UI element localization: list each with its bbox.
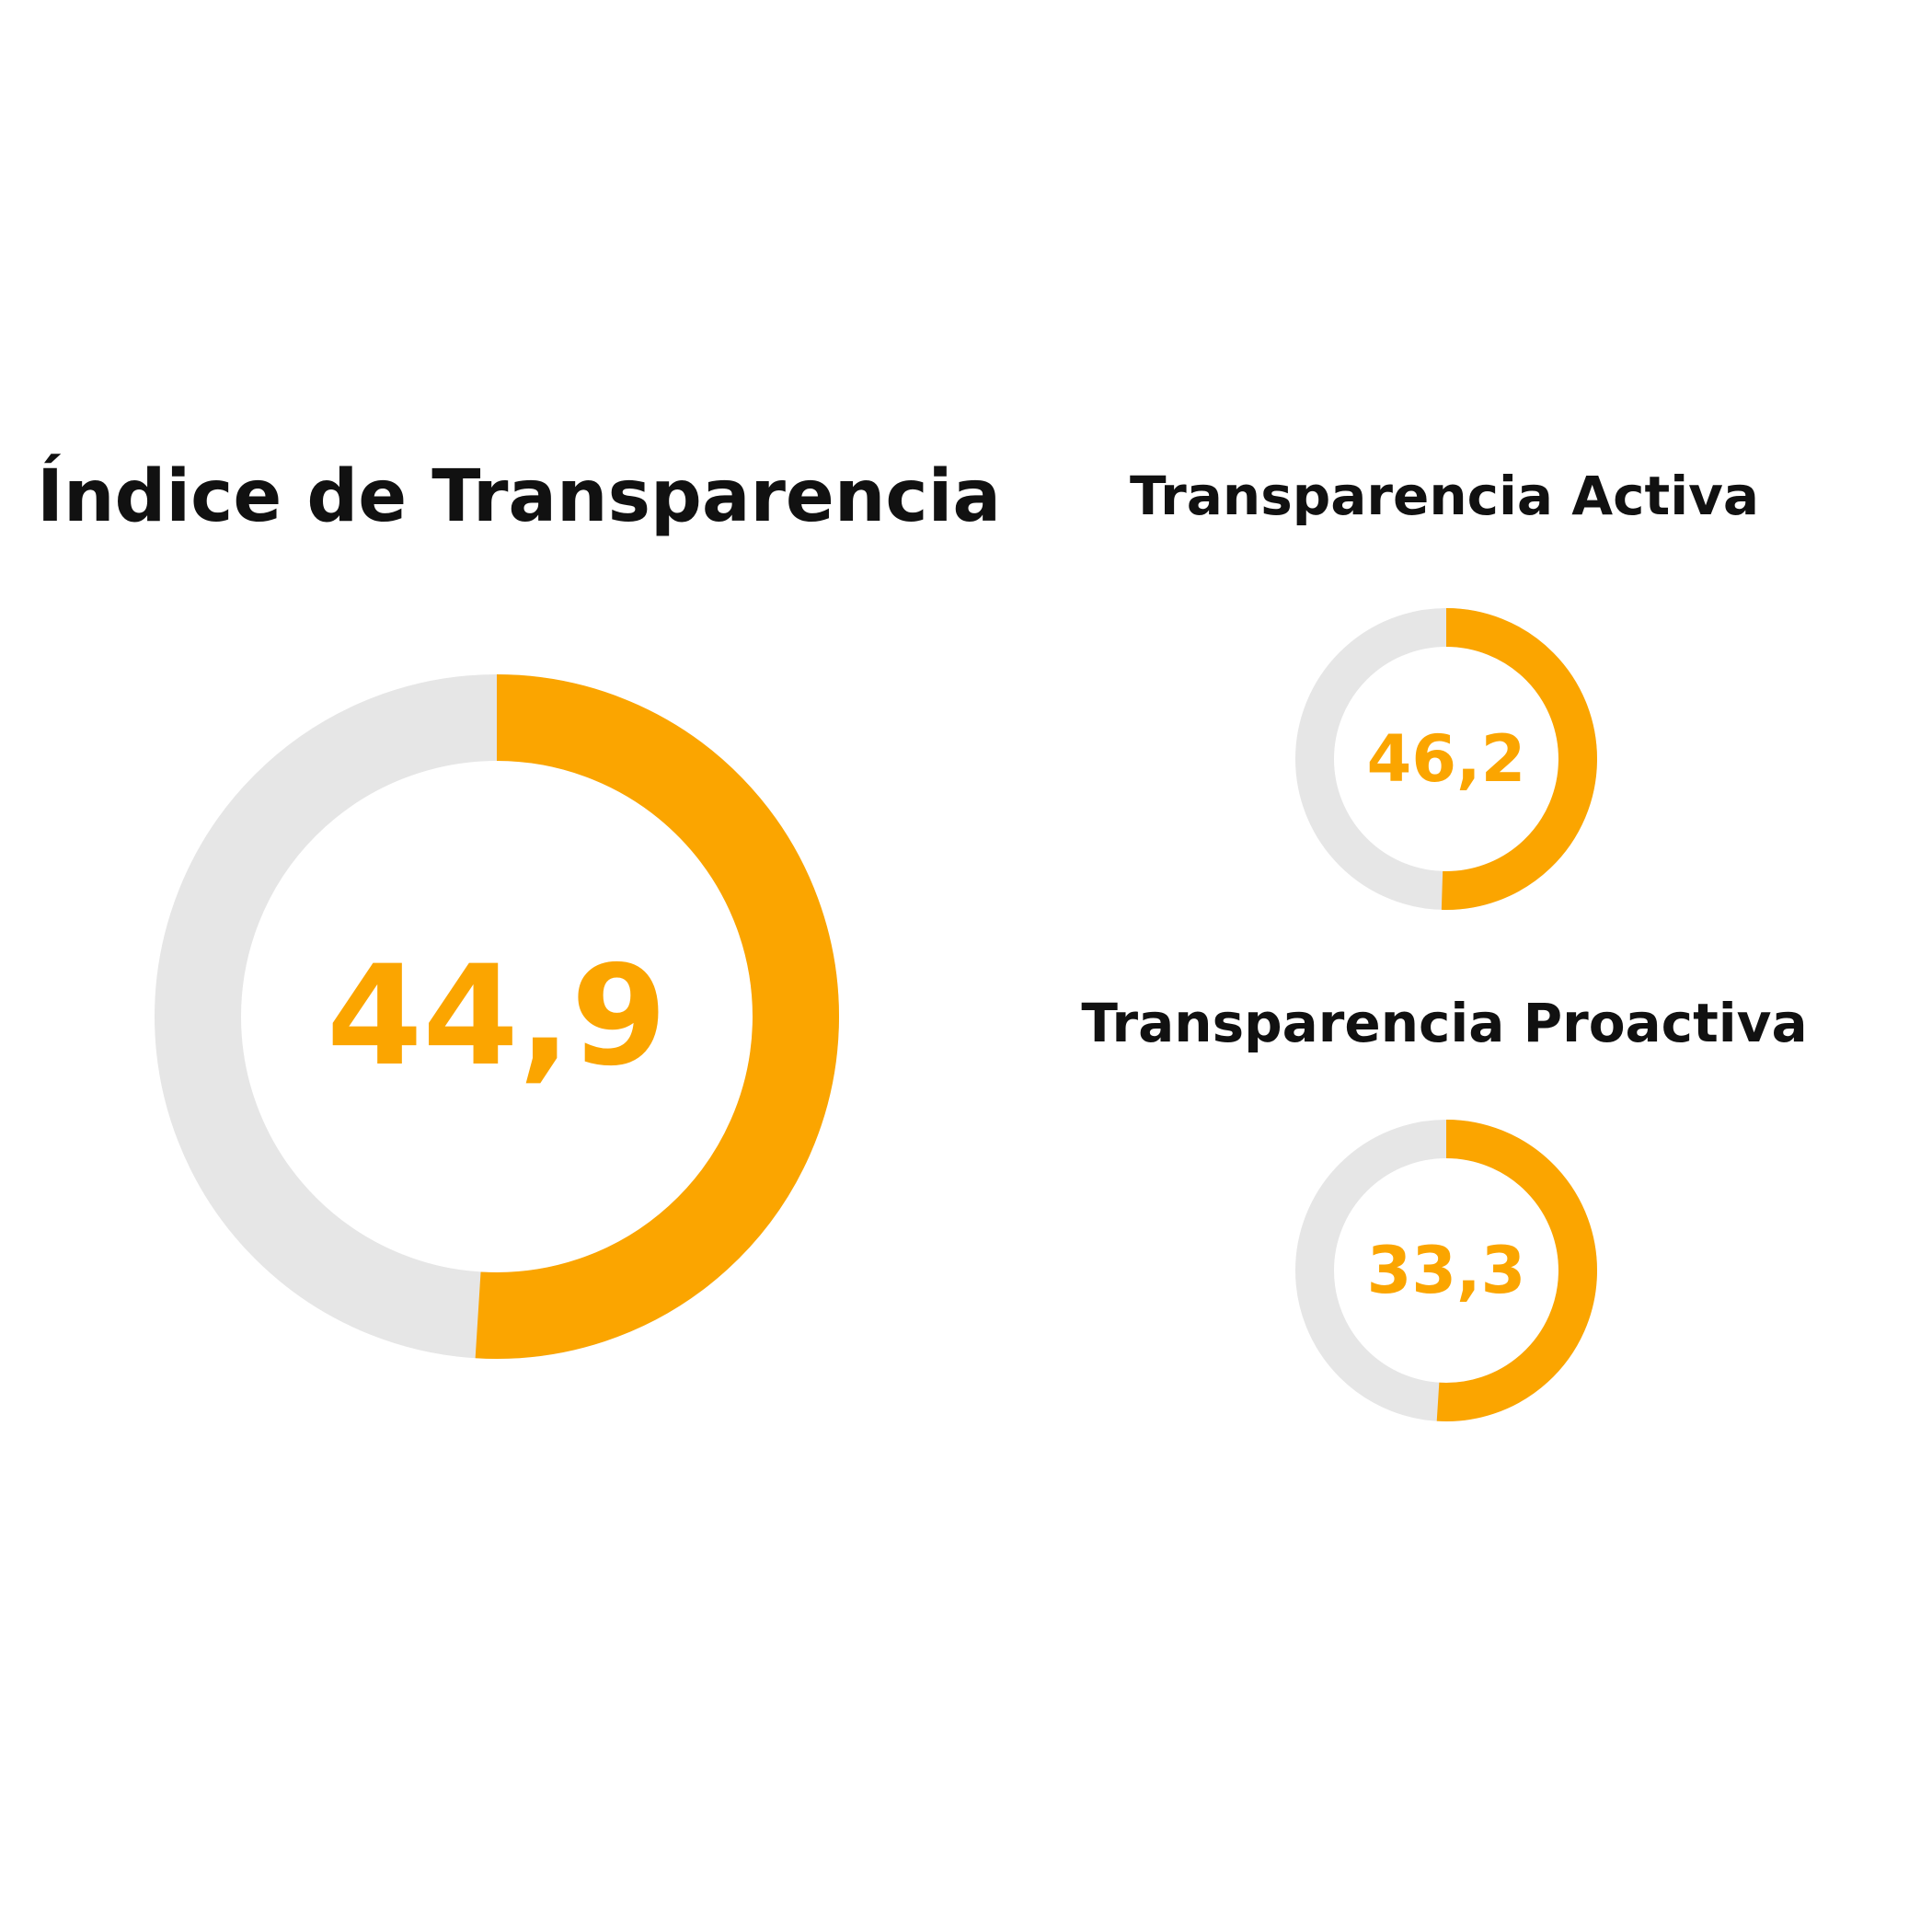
donut-chart-proactiva: 33,3 [1295, 1120, 1597, 1421]
donut-chart-activa: 46,2 [1295, 608, 1597, 910]
donut-value-arc [475, 674, 839, 1359]
donut-value-arc [1436, 1120, 1597, 1421]
donut-chart-indice: 44,9 [155, 674, 839, 1359]
chart-title-activa: Transparencia Activa [1129, 465, 1760, 527]
donut-value-arc [1441, 608, 1597, 910]
donut-center-value: 33,3 [1367, 1233, 1526, 1308]
chart-title-proactiva: Transparencia Proactiva [1081, 992, 1808, 1054]
donut-center-value: 44,9 [327, 937, 667, 1097]
donut-center-value: 46,2 [1367, 721, 1526, 797]
chart-title-indice: Índice de Transparencia [37, 455, 1001, 538]
